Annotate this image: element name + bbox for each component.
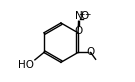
Text: HO: HO: [18, 60, 34, 70]
Text: O: O: [75, 26, 83, 36]
Text: N: N: [75, 11, 83, 21]
Text: O: O: [81, 11, 89, 21]
Text: −: −: [84, 10, 91, 19]
Text: O: O: [87, 47, 95, 57]
Text: +: +: [78, 10, 85, 19]
